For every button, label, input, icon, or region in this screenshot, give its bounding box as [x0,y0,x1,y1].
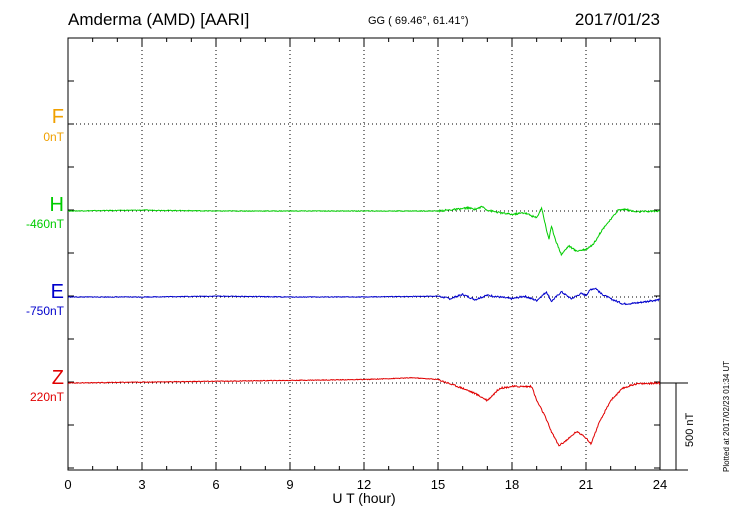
series-line-z [67,376,661,447]
station-title: Amderma (AMD) [AARI] [68,10,250,29]
series-lines [67,205,661,447]
component-letter-z: Z [51,367,64,389]
component-baseline-h: -460nT [25,217,64,231]
series-line-e [67,287,661,306]
x-tick-label-4: 12 [357,477,371,492]
component-letter-e: E [50,281,64,303]
date-label: 2017/01/23 [574,10,660,29]
x-axis-title: U T (hour) [332,490,395,506]
x-tick-label-1: 3 [138,477,145,492]
coordinates-label: GG ( 69.46°, 61.41°) [368,15,469,27]
component-letter-h: H [49,194,64,216]
x-tick-label-6: 18 [505,477,519,492]
x-tick-label-7: 21 [579,477,593,492]
component-baseline-z: 220nT [29,390,64,404]
component-baseline-f: 0nT [43,130,64,144]
component-letter-f: F [51,106,64,128]
axis-ticks: 0 3 6 9 12 15 18 21 24 [64,38,667,492]
x-tick-label-8: 24 [653,477,667,492]
x-tick-label-3: 9 [286,477,293,492]
scale-bar: 500 nT [660,382,696,471]
x-tick-label-5: 15 [431,477,445,492]
scale-bar-label: 500 nT [684,412,696,447]
x-tick-label-0: 0 [64,477,71,492]
component-baseline-e: -750nT [25,304,64,318]
grid-lines [68,38,660,470]
x-tick-label-2: 6 [212,477,219,492]
series-line-h [67,205,660,257]
